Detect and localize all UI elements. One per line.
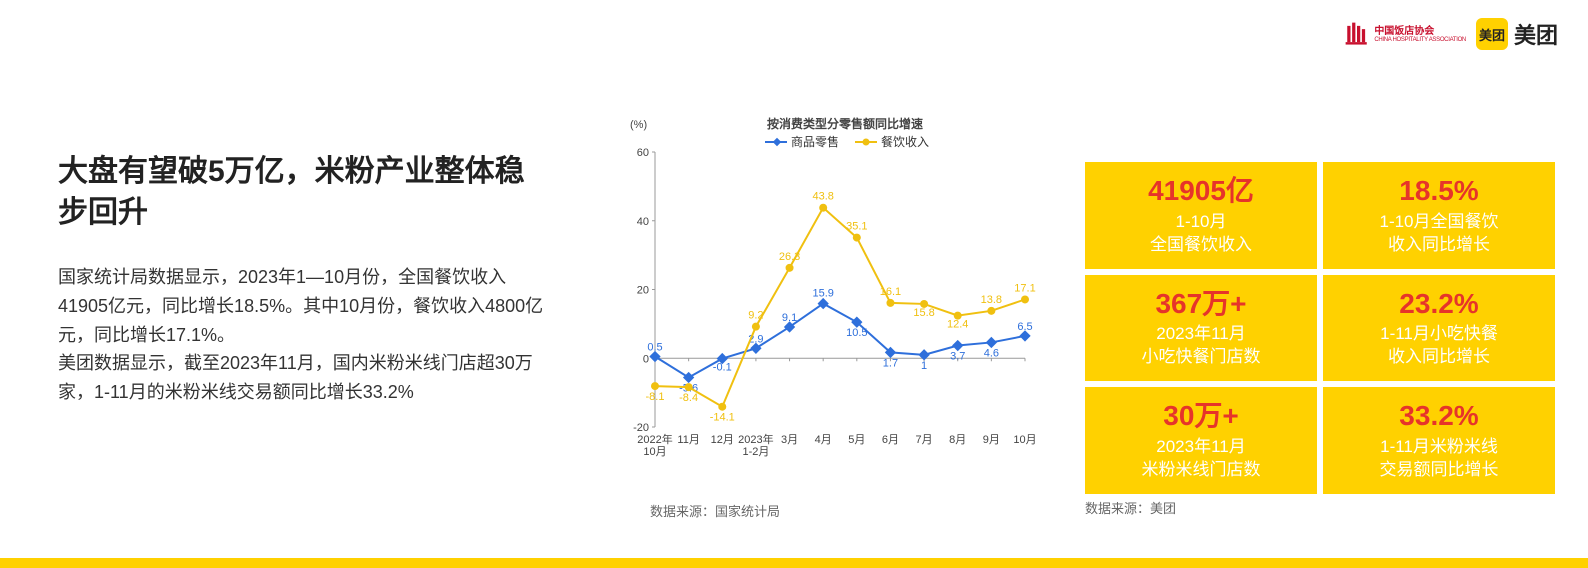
stat-label: 1-10月全国餐饮收入同比增长 xyxy=(1331,211,1547,257)
slide-body: 国家统计局数据显示，2023年1—10月份，全国餐饮收入41905亿元，同比增长… xyxy=(58,263,548,407)
svg-text:按消费类型分零售额同比增速: 按消费类型分零售额同比增速 xyxy=(767,116,923,131)
svg-text:9.2: 9.2 xyxy=(748,310,763,322)
logo-meituan: 美团 美团 xyxy=(1476,18,1558,50)
body-p2: 美团数据显示，截至2023年11月，国内米粉米线门店超30万家，1-11月的米粉… xyxy=(58,349,548,407)
svg-text:6月: 6月 xyxy=(882,434,899,446)
stat-card-1: 18.5% 1-10月全国餐饮收入同比增长 xyxy=(1323,162,1555,269)
svg-text:17.1: 17.1 xyxy=(1014,282,1035,294)
meituan-text: 美团 xyxy=(1514,18,1558,50)
text-block: 大盘有望破5万亿，米粉产业整体稳步回升 国家统计局数据显示，2023年1—10月… xyxy=(58,152,548,407)
svg-text:0.5: 0.5 xyxy=(647,342,662,354)
stat-card-3: 23.2%1-11月小吃快餐收入同比增长 xyxy=(1323,275,1555,382)
svg-text:15.9: 15.9 xyxy=(812,288,833,300)
svg-text:10月: 10月 xyxy=(643,446,666,458)
svg-text:-8.4: -8.4 xyxy=(679,392,698,404)
svg-text:-20: -20 xyxy=(633,422,649,434)
stat-card-4: 30万+ 2023年11月米粉米线门店数 xyxy=(1085,387,1317,494)
slide-title: 大盘有望破5万亿，米粉产业整体稳步回升 xyxy=(58,152,548,233)
svg-text:(%): (%) xyxy=(630,119,647,131)
svg-text:43.8: 43.8 xyxy=(812,191,833,203)
svg-text:15.8: 15.8 xyxy=(913,307,934,319)
svg-text:-8.1: -8.1 xyxy=(646,391,665,403)
logos: 中国饭店协会 CHINA HOSPITALITY ASSOCIATION 美团 … xyxy=(1344,18,1558,50)
stats-source: 数据来源：美团 xyxy=(1085,498,1176,517)
meituan-square-icon: 美团 xyxy=(1476,18,1508,50)
svg-text:16.1: 16.1 xyxy=(880,286,901,298)
slide: 中国饭店协会 CHINA HOSPITALITY ASSOCIATION 美团 … xyxy=(0,0,1588,568)
svg-text:11月: 11月 xyxy=(677,434,699,446)
svg-text:60: 60 xyxy=(637,147,649,159)
stat-value: 30万+ xyxy=(1093,401,1309,432)
svg-text:1-2月: 1-2月 xyxy=(742,446,769,458)
stat-value: 41905亿 xyxy=(1093,176,1309,207)
stats-grid: 41905亿 1-10月全国餐饮收入 18.5% 1-10月全国餐饮收入同比增长 367… xyxy=(1085,162,1555,494)
svg-text:2022年: 2022年 xyxy=(637,432,672,446)
svg-text:3月: 3月 xyxy=(781,434,798,446)
svg-text:12月: 12月 xyxy=(711,434,734,446)
svg-text:1.7: 1.7 xyxy=(883,357,898,369)
body-p1: 国家统计局数据显示，2023年1—10月份，全国餐饮收入41905亿元，同比增长… xyxy=(58,263,548,349)
svg-text:3.7: 3.7 xyxy=(950,351,965,363)
svg-text:20: 20 xyxy=(637,285,649,297)
svg-text:餐饮收入: 餐饮收入 xyxy=(881,134,929,149)
svg-text:35.1: 35.1 xyxy=(846,221,867,233)
line-chart: 按消费类型分零售额同比增速(%)商品零售餐饮收入-2002040602022年1… xyxy=(610,112,1040,482)
chart-source: 数据来源：国家统计局 xyxy=(610,501,1040,520)
svg-text:-0.1: -0.1 xyxy=(713,362,732,374)
svg-text:10月: 10月 xyxy=(1013,434,1036,446)
footer-bar xyxy=(0,558,1588,568)
cha-logo-icon xyxy=(1344,21,1370,47)
svg-text:0: 0 xyxy=(643,353,649,365)
svg-text:1: 1 xyxy=(921,360,927,372)
stat-label: 1-11月小吃快餐收入同比增长 xyxy=(1331,323,1547,369)
stat-card-0: 41905亿 1-10月全国餐饮收入 xyxy=(1085,162,1317,269)
stat-value: 367万+ xyxy=(1093,289,1309,320)
stat-label: 2023年11月米粉米线门店数 xyxy=(1093,436,1309,482)
cha-name-en: CHINA HOSPITALITY ASSOCIATION xyxy=(1374,37,1466,43)
stat-value: 18.5% xyxy=(1331,176,1547,207)
svg-text:7月: 7月 xyxy=(916,434,933,446)
svg-text:5月: 5月 xyxy=(848,434,865,446)
stat-card-2: 367万+2023年11月小吃快餐门店数 xyxy=(1085,275,1317,382)
svg-text:4.6: 4.6 xyxy=(984,347,999,359)
svg-text:2023年: 2023年 xyxy=(738,432,773,446)
stat-label: 1-11月米粉米线交易额同比增长 xyxy=(1331,436,1547,482)
svg-text:4月: 4月 xyxy=(815,434,832,446)
svg-text:9.1: 9.1 xyxy=(782,312,797,324)
svg-text:10.5: 10.5 xyxy=(846,327,867,339)
stat-card-5: 33.2% 1-11月米粉米线交易额同比增长 xyxy=(1323,387,1555,494)
svg-text:13.8: 13.8 xyxy=(981,294,1002,306)
cha-text-wrap: 中国饭店协会 CHINA HOSPITALITY ASSOCIATION xyxy=(1374,26,1466,43)
svg-text:6.5: 6.5 xyxy=(1017,321,1032,333)
stat-value: 23.2% xyxy=(1331,289,1547,320)
cha-name-cn: 中国饭店协会 xyxy=(1374,26,1466,37)
svg-text:40: 40 xyxy=(637,216,649,228)
svg-text:-14.1: -14.1 xyxy=(710,412,735,424)
stat-value: 33.2% xyxy=(1331,401,1547,432)
svg-text:26.3: 26.3 xyxy=(779,251,800,263)
chart-container: 按消费类型分零售额同比增速(%)商品零售餐饮收入-2002040602022年1… xyxy=(610,112,1040,520)
svg-text:12.4: 12.4 xyxy=(947,319,968,331)
svg-text:商品零售: 商品零售 xyxy=(791,134,839,149)
stat-label: 2023年11月小吃快餐门店数 xyxy=(1093,323,1309,369)
logo-china-hospitality: 中国饭店协会 CHINA HOSPITALITY ASSOCIATION xyxy=(1344,21,1466,47)
svg-text:9月: 9月 xyxy=(983,434,1000,446)
svg-text:8月: 8月 xyxy=(949,434,966,446)
stat-label: 1-10月全国餐饮收入 xyxy=(1093,211,1309,257)
